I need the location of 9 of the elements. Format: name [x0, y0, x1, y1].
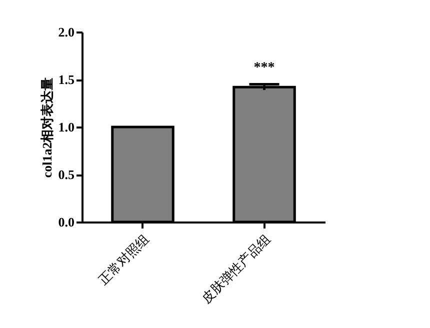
- annotation: ***: [254, 60, 275, 76]
- y-tick-label: 1.0: [58, 120, 74, 134]
- y-tick-label: 0.5: [58, 167, 75, 182]
- y-axis-title: col1a2相对表达量: [39, 77, 54, 178]
- y-tick-label: 0.0: [58, 214, 74, 230]
- x-tick-label: 皮肤弹性产品组: [198, 231, 274, 306]
- y-tick-label: 1.5: [58, 72, 75, 87]
- x-tick-label: 正常对照组: [95, 231, 152, 288]
- y-tick-label: 2.0: [58, 24, 74, 40]
